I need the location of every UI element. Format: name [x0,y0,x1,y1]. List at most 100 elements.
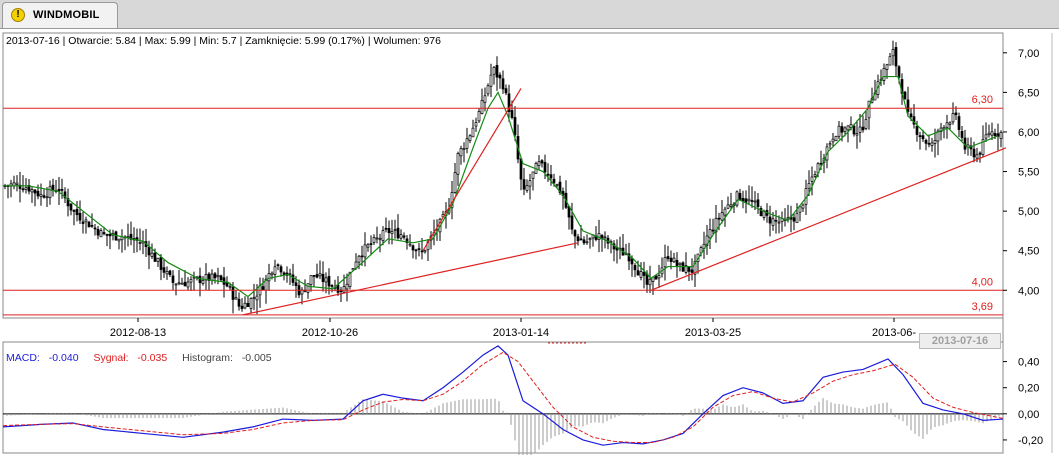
candle-body [306,283,310,293]
candlestick-series [3,40,1003,315]
candle-body [588,238,592,241]
candle-body [693,261,697,275]
candle-body [351,268,355,271]
macd-legend: MACD: -0.040 Sygnał: -0.035 Histogram: -… [6,352,284,364]
candle-body [402,235,406,238]
info-max-label: Max: [144,35,168,47]
candle-body [87,221,91,228]
candle-body [861,126,865,131]
candle-body [162,267,166,273]
candle-body [582,239,586,244]
candle-body [720,212,724,221]
price-y-tick-label: 5,50 [1018,167,1039,179]
macd-y-tick-label: 0,00 [1018,409,1039,421]
macd-y-tick-label: 0,40 [1018,357,1039,369]
candle-body [147,247,151,256]
candle-body [723,208,727,216]
candle-body [177,282,181,285]
candle-body [291,274,295,283]
candle-body [864,119,868,129]
legend-signal: Sygnał: -0.035 [93,352,173,364]
candle-body [777,221,781,224]
legend-signal-label: Sygnał: [93,352,129,364]
candle-body [30,189,34,193]
candle-body [252,297,256,299]
candle-body [726,204,730,209]
candle-body [495,65,499,78]
candle-body [867,100,871,119]
candle-body [891,49,895,57]
trendline [422,88,522,252]
candle-body [93,227,97,230]
candle-body [240,305,244,310]
candle-body [933,140,937,144]
level-label: 6,30 [972,94,993,106]
candle-body [813,174,817,177]
candle-body [42,195,46,198]
candle-body [261,286,265,290]
candle-body [642,271,646,276]
candle-body [486,85,490,95]
info-date: 2013-07-16 [6,35,60,47]
info-max: 5.99 [170,35,191,47]
candle-body [384,227,388,230]
candle-body [249,298,253,309]
candle-body [414,249,418,252]
candle-body [828,143,832,146]
candle-body [369,243,373,245]
candle-body [345,283,349,290]
candle-body [579,238,583,241]
macd-line [2,345,1004,446]
legend-macd-value: -0.040 [48,352,79,364]
candle-body [342,286,346,293]
candle-body [705,235,709,246]
candle-body [372,237,376,243]
info-close-label: Zamknięcie: [245,35,302,47]
candle-body [945,122,949,128]
candle-body [480,100,484,114]
candle-body [636,270,640,276]
candle-body [888,56,892,66]
candle-body [72,210,76,212]
legend-signal-value: -0.035 [137,352,168,364]
candle-body [921,135,925,140]
info-min-label: Min: [199,35,220,47]
candle-body [243,302,247,309]
level-label: 3,69 [972,301,993,313]
candle-body [663,257,667,268]
candle-body [192,276,196,279]
candle-body [336,284,340,293]
candle-body [51,184,55,191]
candle-body [597,233,601,240]
candle-body [549,174,553,179]
candle-body [672,257,676,263]
candle-body [210,273,214,281]
candle-body [684,265,688,273]
price-chart-area[interactable]: 7,00 6,50 6,00 5,50 5,00 4,50 4,00 6,30 4,00 3,69… [0,29,1059,455]
candle-body [255,295,259,301]
candle-body [768,216,772,224]
candle-body [315,274,319,278]
candle-body [411,245,415,251]
candle-body [321,273,325,282]
candle-body [393,229,397,231]
candle-body [987,132,991,136]
candle-body [843,127,847,132]
candle-body [201,280,205,284]
price-y-tick-label: 6,50 [1018,87,1039,99]
candle-body [540,160,544,164]
candle-body [711,229,715,232]
candle-body [219,275,223,281]
candle-body [288,273,292,276]
candle-body [942,126,946,130]
candle-body [459,148,463,157]
tab-windmobil[interactable]: ! WINDMOBIL [2,2,118,28]
candle-body [246,302,250,307]
candle-body [930,142,934,146]
candle-body [510,110,514,118]
candle-body [690,269,694,273]
candle-body [795,212,799,224]
info-volume-label: Wolumen: [373,35,421,47]
candle-body [462,148,466,150]
macd-pane-frame [2,341,1004,454]
